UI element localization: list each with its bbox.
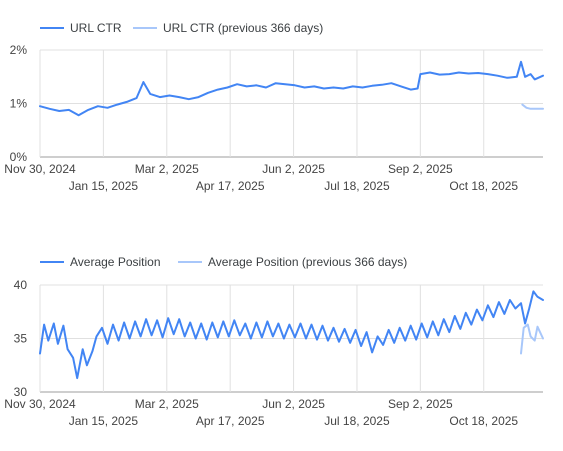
ctr-x-tick-label: Oct 18, 2025 (449, 179, 518, 193)
position-x-tick-label: Oct 18, 2025 (449, 414, 518, 428)
position-legend-item-current[interactable]: Average Position (40, 255, 161, 269)
position-series-current-line (39, 290, 544, 380)
ctr-x-tick-label: Jun 2, 2025 (262, 162, 325, 176)
position-x-tick-label: Apr 17, 2025 (196, 414, 265, 428)
ctr-series-current-line (39, 60, 544, 117)
position-chart: 30 35 40 Nov 30, 2024 Jan 15, 2025 Mar 2, 202… (4, 278, 544, 428)
position-y-tick-label: 35 (14, 332, 28, 346)
ctr-series-previous-line (521, 103, 544, 110)
position-series-previous-line (520, 323, 544, 355)
ctr-x-tick-label: Mar 2, 2025 (135, 162, 199, 176)
ctr-x-tick-label: Nov 30, 2024 (4, 162, 76, 176)
position-y-tick-label: 40 (14, 278, 28, 292)
position-legend-swatch-current (40, 261, 64, 263)
ctr-y-tick-label: 0% (10, 150, 28, 164)
position-y-tick-label: 30 (14, 385, 28, 399)
ctr-legend-item-current[interactable]: URL CTR (40, 21, 122, 35)
ctr-x-tick-label: Jan 15, 2025 (69, 179, 139, 193)
position-legend-label-current: Average Position (70, 255, 161, 269)
ctr-legend-item-previous[interactable]: URL CTR (previous 366 days) (133, 21, 323, 35)
ctr-x-tick-label: Sep 2, 2025 (388, 162, 453, 176)
position-x-tick-label: Sep 2, 2025 (388, 397, 453, 411)
ctr-x-tick-label: Apr 17, 2025 (196, 179, 265, 193)
ctr-chart: 0% 1% 2% Nov 30, 2024 Jan 15, 2025 Mar 2, 202… (4, 43, 544, 193)
ctr-y-tick-label: 2% (10, 43, 28, 57)
ctr-y-tick-label: 1% (10, 97, 28, 111)
position-x-tick-label: Mar 2, 2025 (135, 397, 199, 411)
ctr-legend-label-current: URL CTR (70, 21, 122, 35)
position-x-tick-label: Jul 18, 2025 (324, 414, 390, 428)
position-legend-swatch-previous (178, 261, 202, 263)
position-x-tick-label: Jun 2, 2025 (262, 397, 325, 411)
ctr-legend-label-previous: URL CTR (previous 366 days) (163, 21, 324, 35)
ctr-legend-swatch-previous (133, 27, 157, 29)
ctr-legend-swatch-current (40, 27, 64, 29)
position-x-tick-label: Nov 30, 2024 (4, 397, 76, 411)
position-x-tick-label: Jan 15, 2025 (69, 414, 139, 428)
ctr-x-tick-label: Jul 18, 2025 (324, 179, 390, 193)
position-legend-item-previous[interactable]: Average Position (previous 366 days) (178, 255, 407, 269)
position-legend-label-previous: Average Position (previous 366 days) (208, 255, 408, 269)
